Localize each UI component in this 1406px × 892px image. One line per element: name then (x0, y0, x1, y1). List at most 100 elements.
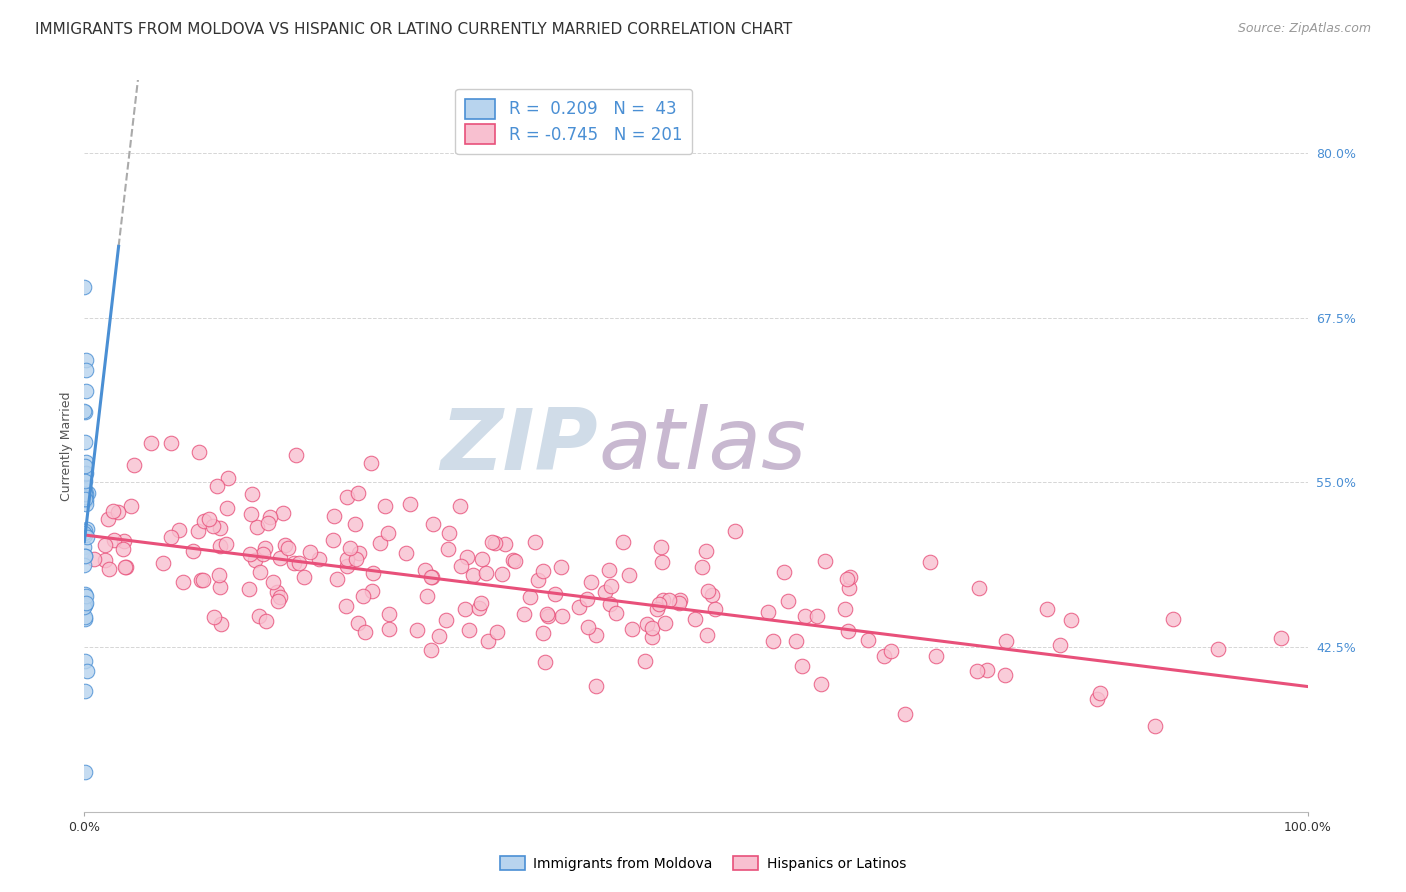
Point (484, 536, 506, 550)
Point (837, 624, 859, 639)
Point (925, 648, 948, 663)
Point (326, 572, 349, 586)
Point (994, 668, 1017, 682)
Point (73, 587, 96, 601)
Point (75, 765, 97, 780)
Point (73, 597, 96, 611)
Point (551, 608, 574, 623)
Point (73, 612, 96, 626)
Point (73, 549, 96, 563)
Text: ZIP: ZIP (440, 404, 598, 488)
Point (834, 602, 856, 616)
Point (76, 522, 98, 536)
Point (335, 599, 357, 614)
Point (700, 589, 723, 603)
Point (215, 500, 238, 515)
Point (634, 654, 657, 668)
Point (208, 580, 231, 594)
Point (344, 551, 367, 566)
Legend: R =  0.209   N =  43, R = -0.745   N = 201: R = 0.209 N = 43, R = -0.745 N = 201 (456, 88, 692, 154)
Point (654, 616, 676, 631)
Point (181, 544, 204, 558)
Point (585, 679, 607, 693)
Point (1270, 631, 1292, 645)
Point (503, 554, 526, 568)
Point (101, 504, 124, 518)
Point (75, 467, 97, 482)
Point (470, 596, 492, 610)
Point (277, 541, 299, 555)
Point (640, 621, 662, 635)
Point (894, 707, 917, 722)
Point (75, 492, 97, 507)
Point (427, 629, 450, 643)
Point (73, 527, 96, 541)
Point (274, 538, 297, 552)
Y-axis label: Currently Married: Currently Married (60, 392, 73, 500)
Point (502, 552, 524, 566)
Point (641, 630, 664, 644)
Point (636, 617, 658, 632)
Point (217, 471, 239, 485)
Point (76, 530, 98, 544)
Point (544, 587, 567, 601)
Point (434, 613, 457, 627)
Point (284, 448, 307, 462)
Point (75, 363, 97, 377)
Point (471, 551, 494, 566)
Point (269, 551, 291, 566)
Point (240, 507, 263, 521)
Point (449, 499, 471, 513)
Point (1085, 692, 1108, 706)
Point (73, 483, 96, 498)
Point (73, 598, 96, 612)
Point (73, 558, 96, 573)
Point (785, 633, 807, 648)
Point (669, 592, 692, 607)
Point (536, 607, 558, 621)
Point (322, 533, 344, 547)
Point (238, 582, 260, 596)
Point (103, 533, 125, 547)
Point (450, 559, 472, 574)
Point (73, 474, 96, 488)
Point (112, 534, 135, 549)
Point (1036, 602, 1059, 616)
Point (605, 606, 627, 620)
Point (75, 353, 97, 368)
Point (481, 535, 503, 549)
Point (413, 563, 436, 577)
Point (262, 574, 284, 589)
Point (361, 566, 384, 580)
Point (813, 554, 835, 568)
Point (599, 579, 621, 593)
Point (139, 435, 162, 450)
Point (75, 466, 97, 480)
Point (124, 458, 146, 472)
Point (491, 566, 513, 581)
Point (344, 517, 367, 532)
Point (420, 570, 443, 584)
Point (704, 602, 727, 616)
Point (405, 623, 427, 637)
Point (537, 609, 560, 624)
Point (83, 551, 105, 566)
Point (1088, 686, 1111, 700)
Point (398, 497, 420, 511)
Point (575, 592, 598, 607)
Point (249, 565, 271, 579)
Point (837, 573, 859, 587)
Point (531, 564, 554, 578)
Point (810, 676, 832, 690)
Point (269, 590, 291, 604)
Point (454, 601, 477, 615)
Point (456, 550, 478, 565)
Point (395, 546, 418, 560)
Point (73, 280, 96, 294)
Point (690, 560, 713, 574)
Point (756, 605, 779, 619)
Point (599, 597, 621, 611)
Point (271, 506, 294, 520)
Point (202, 610, 225, 624)
Point (75, 524, 97, 538)
